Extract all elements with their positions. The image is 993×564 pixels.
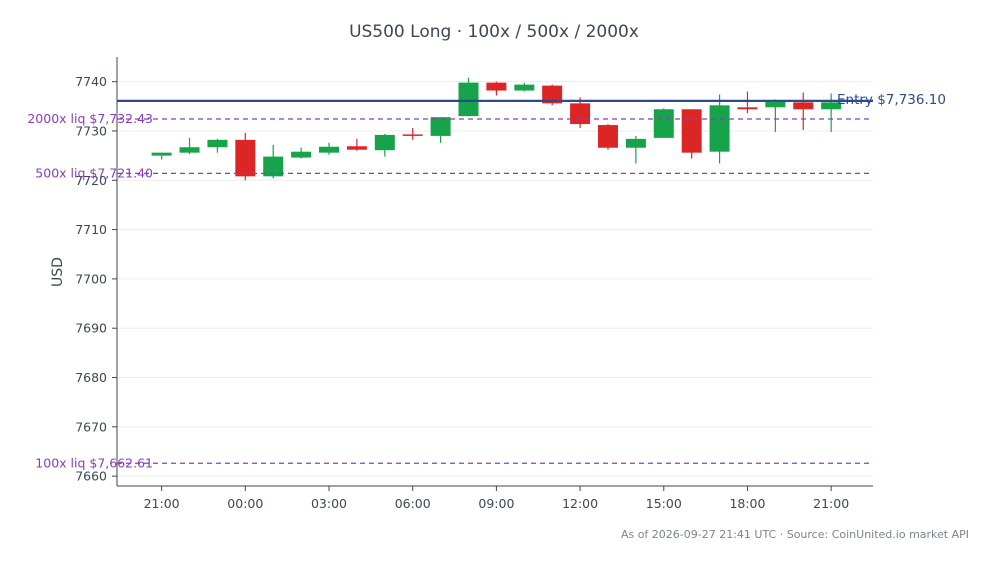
candle-body-up [179,147,200,153]
candle-body-down [793,102,814,110]
y-tick-label: 7670 [75,419,107,434]
candle-body-up [207,139,228,148]
x-tick-label: 21:00 [813,496,849,511]
liquidation-label: 500x liq $7,721.40 [35,165,153,180]
x-tick-label: 21:00 [144,496,180,511]
candle-body-down [235,139,256,177]
candle-body-up [709,105,730,152]
y-tick-label: 7690 [75,321,107,336]
candle-body-down [570,103,591,125]
y-axis-ticks: 7660 7670 7680 7690 7700 7710 7720 7730 7740 [75,74,117,484]
candle-body-up [514,84,535,91]
liquidation-label: 100x liq $7,662.61 [35,455,153,470]
candle-body-up [151,152,172,156]
x-axis-ticks: 21:00 00:00 03:00 06:00 09:00 12:00 15:00 18:00… [144,486,849,511]
x-tick-label: 09:00 [478,496,514,511]
candle-body-down [597,125,618,148]
reference-lines: Entry $7,736.10 2000x liq $7,732.43 500x l… [27,92,946,470]
candle-body-down [486,82,507,91]
candle-body-up [374,134,395,151]
candle-body-up [430,117,451,136]
candle-body-down [737,107,758,110]
liquidation-label: 2000x liq $7,732.43 [27,111,153,126]
y-tick-label: 7720 [75,173,107,188]
grid-lines [117,81,873,477]
chart-title: US500 Long · 100x / 500x / 2000x [349,22,639,42]
y-tick-label: 7680 [75,370,107,385]
candle-body-up [821,102,842,110]
x-tick-label: 12:00 [562,496,598,511]
candle-body-up [458,82,479,117]
candle-body-up [765,101,786,108]
candle-body-up [319,146,340,153]
y-tick-label: 7660 [75,469,107,484]
candle-body-down [402,134,423,136]
candle-body-up [263,156,284,177]
entry-price-label: Entry $7,736.10 [837,92,946,108]
x-tick-label: 15:00 [646,496,682,511]
candle-body-down [542,85,563,104]
candle-body-down [346,146,367,150]
x-tick-label: 03:00 [311,496,347,511]
y-tick-label: 7710 [75,222,107,237]
y-tick-label: 7700 [75,271,107,286]
y-tick-label: 7740 [75,74,107,89]
candle-body-up [291,151,312,158]
candle-body-up [625,138,646,148]
y-axis-label: USD [50,257,66,287]
candle-body-up [653,109,674,138]
x-tick-label: 00:00 [227,496,263,511]
x-tick-label: 06:00 [395,496,431,511]
footer-source: As of 2026-09-27 21:41 UTC · Source: Coi… [621,528,969,541]
y-tick-label: 7730 [75,123,107,138]
candle-body-down [681,109,702,153]
candles [151,77,842,181]
x-tick-label: 18:00 [729,496,765,511]
